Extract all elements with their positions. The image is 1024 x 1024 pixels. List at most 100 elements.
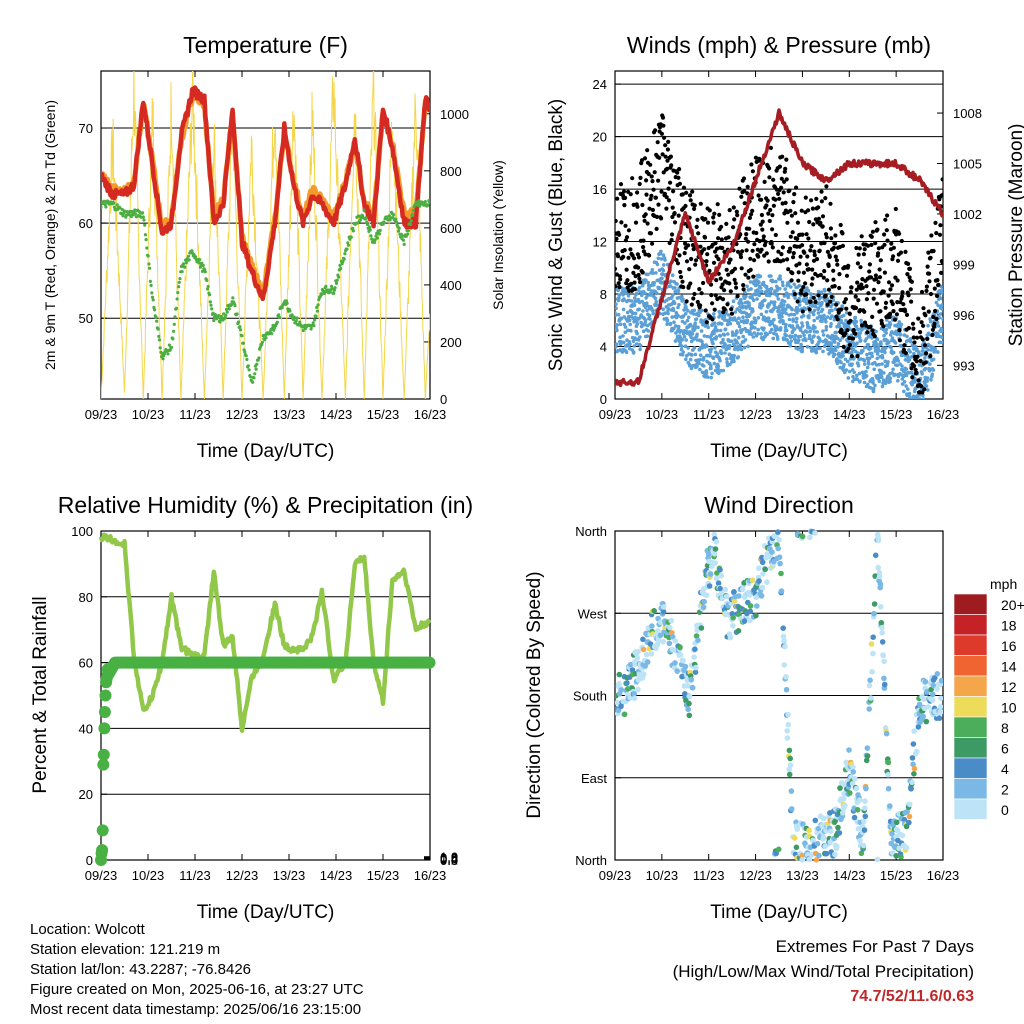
sonic-wind-point <box>804 338 808 343</box>
wind-direction-point <box>715 580 722 586</box>
gust-point <box>809 244 814 249</box>
sonic-wind-point <box>628 342 632 346</box>
wind-direction-point <box>861 827 868 833</box>
gust-point <box>761 234 766 239</box>
gust-point <box>794 244 799 249</box>
gust-point <box>680 192 685 197</box>
gust-point <box>885 213 890 218</box>
gust-point <box>668 180 673 185</box>
gust-point <box>921 323 926 328</box>
sonic-wind-point <box>622 340 626 345</box>
gust-point <box>639 158 645 163</box>
gust-point <box>615 196 620 201</box>
wind-direction-point <box>820 834 827 841</box>
gust-point <box>829 236 834 241</box>
sonic-wind-point <box>812 334 816 338</box>
sonic-wind-point <box>852 370 856 375</box>
gust-point <box>786 267 791 272</box>
gust-point <box>726 272 731 277</box>
dewpoint-point <box>155 319 159 323</box>
gust-point <box>653 128 658 133</box>
gust-point <box>848 318 853 323</box>
dewpoint-point <box>288 309 292 313</box>
gust-point <box>804 232 809 237</box>
wind-direction-point <box>855 826 862 832</box>
gust-point <box>835 317 840 322</box>
gust-point <box>828 299 833 304</box>
gust-point <box>932 321 937 326</box>
gust-point <box>742 189 747 194</box>
sonic-wind-point <box>928 362 932 366</box>
speed-legend-swatch <box>953 634 988 656</box>
gust-point <box>809 282 814 287</box>
gust-point <box>900 290 905 295</box>
gust-point <box>790 271 795 276</box>
temperature-y2-tick-label: 600 <box>440 221 462 236</box>
sonic-wind-point <box>645 323 650 328</box>
sonic-wind-point <box>787 292 791 297</box>
sonic-wind-point <box>896 374 901 379</box>
gust-point <box>663 143 668 148</box>
sonic-wind-point <box>646 272 650 277</box>
sonic-wind-point <box>615 306 618 310</box>
gust-point <box>795 220 801 225</box>
gust-point <box>922 343 928 348</box>
wind-direction-point <box>776 554 783 560</box>
sonic-wind-point <box>804 301 809 306</box>
sonic-wind-point <box>819 290 824 295</box>
wind-direction-point <box>723 593 730 600</box>
gust-point <box>807 307 812 312</box>
dewpoint-point <box>369 234 373 238</box>
gust-point <box>714 278 719 283</box>
gust-point <box>915 354 920 359</box>
sonic-wind-point <box>862 358 867 363</box>
gust-point <box>898 250 904 255</box>
wind-direction-point <box>711 551 718 557</box>
gust-point <box>903 309 908 314</box>
gust-point <box>710 317 715 322</box>
gust-point <box>866 291 871 296</box>
gust-point <box>809 198 814 203</box>
sonic-wind-point <box>661 268 666 273</box>
gust-point <box>862 309 867 314</box>
sonic-wind-point <box>843 357 848 362</box>
gust-point <box>674 258 679 263</box>
dewpoint-point <box>315 305 319 309</box>
wind-direction-point <box>934 686 940 692</box>
wind-direction-point <box>901 816 908 823</box>
sonic-wind-point <box>893 372 897 377</box>
dewpoint-point <box>240 334 244 338</box>
gust-point <box>635 204 640 209</box>
dewpoint-point <box>205 278 209 282</box>
dewpoint-point <box>229 303 233 307</box>
sonic-wind-point <box>728 362 732 367</box>
wind-direction-point <box>773 850 779 857</box>
gust-point <box>918 330 923 335</box>
gust-point <box>891 245 897 250</box>
gust-point <box>867 269 872 274</box>
dewpoint-point <box>337 275 341 279</box>
humidity-panel: Relative Humidity (%) & Precipitation (i… <box>30 492 473 923</box>
gust-point <box>801 285 806 290</box>
gust-point <box>752 258 757 263</box>
sonic-wind-point <box>739 330 743 335</box>
direction-y-tick-label: North <box>575 524 607 539</box>
wind-direction-point <box>674 668 680 674</box>
wind-direction-point <box>832 851 838 858</box>
wind-direction-point <box>879 624 885 631</box>
sonic-wind-point <box>861 349 865 353</box>
sonic-wind-point <box>702 334 707 338</box>
sonic-wind-point <box>925 379 929 383</box>
wind-direction-point <box>660 608 667 615</box>
gust-point <box>831 245 837 250</box>
sonic-wind-point <box>772 300 777 305</box>
gust-point <box>844 273 850 278</box>
dewpoint-point <box>172 329 176 333</box>
gust-point <box>737 186 742 191</box>
dewpoint-point <box>246 364 250 368</box>
sonic-wind-point <box>619 317 623 321</box>
wind-direction-point <box>871 610 877 617</box>
speed-legend-label: 16 <box>1001 638 1017 654</box>
wind-direction-point <box>684 682 691 689</box>
gust-point <box>915 335 920 340</box>
